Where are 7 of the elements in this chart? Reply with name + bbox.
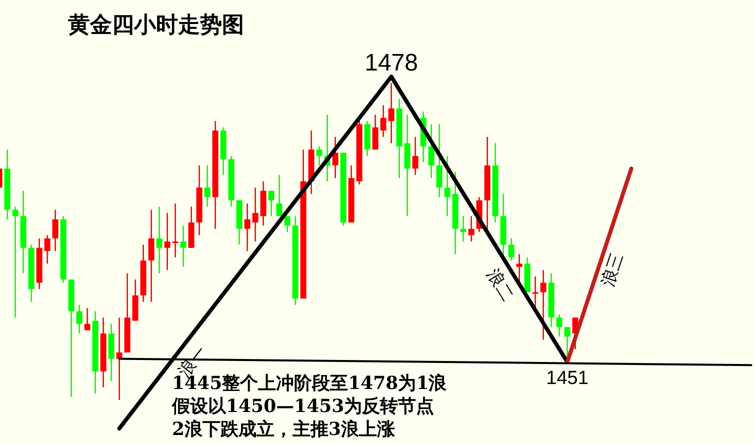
annotation: 1451: [546, 368, 588, 389]
text: 浪三: [598, 250, 628, 290]
text: 1478: [364, 50, 418, 77]
annotation: 假设以1450—1453为反转节点: [171, 396, 434, 417]
text: 浪二: [482, 266, 518, 306]
chart-title: 黄金四小时走势图: [67, 12, 244, 38]
text: 2浪下跌成立，主推3浪上涨: [172, 419, 396, 440]
